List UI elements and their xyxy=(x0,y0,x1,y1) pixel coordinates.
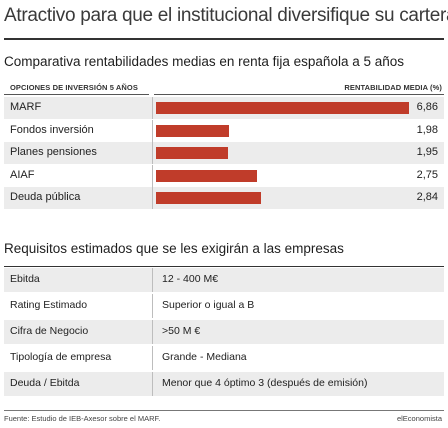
value-label: 2,84 xyxy=(416,191,438,203)
requirement-value: Grande - Mediana xyxy=(162,351,247,363)
chart-row: Fondos inversión 1,98 xyxy=(4,119,444,142)
row-divider xyxy=(152,294,153,318)
chart-row: Planes pensiones 1,95 xyxy=(4,142,444,164)
row-divider xyxy=(152,187,153,209)
value-header: RENTABILIDAD MEDIA (%) xyxy=(344,83,442,92)
value-label: 1,98 xyxy=(416,123,438,136)
requirement-row: Cifra de Negocio >50 M € xyxy=(4,320,444,344)
row-divider xyxy=(152,372,153,396)
requirements-title: Requisitos estimados que se les exigirán… xyxy=(4,241,344,256)
requirement-label: Ebitda xyxy=(10,273,40,285)
chart-row: Deuda pública 2,84 xyxy=(4,187,444,209)
page-title: Atractivo para que el institucional dive… xyxy=(4,5,448,26)
requirement-row: Tipología de empresa Grande - Mediana xyxy=(4,346,444,370)
requirement-value: >50 M € xyxy=(162,325,201,337)
requirement-value: Menor que 4 óptimo 3 (después de emisión… xyxy=(162,377,368,389)
category-label: Fondos inversión xyxy=(10,123,94,136)
category-header: OPCIONES DE INVERSIÓN 5 AÑOS xyxy=(10,83,138,92)
requirement-row: Ebitda 12 - 400 M€ xyxy=(4,268,444,292)
requirement-label: Cifra de Negocio xyxy=(10,325,89,337)
row-divider xyxy=(152,164,153,187)
requirement-label: Deuda / Ebitda xyxy=(10,377,80,389)
requirement-label: Rating Estimado xyxy=(10,299,88,311)
row-divider xyxy=(152,268,153,292)
requirement-row: Rating Estimado Superior o igual a B xyxy=(4,294,444,318)
footer-rule xyxy=(4,410,444,411)
bar xyxy=(156,102,409,114)
header-rule-right xyxy=(154,94,444,95)
row-divider xyxy=(152,142,153,164)
brand-label: elEconomista xyxy=(396,414,442,423)
requirement-row: Deuda / Ebitda Menor que 4 óptimo 3 (desp… xyxy=(4,372,444,396)
category-label: Planes pensiones xyxy=(10,146,97,158)
value-label: 6,86 xyxy=(416,101,438,113)
value-label: 2,75 xyxy=(416,168,438,181)
row-divider xyxy=(152,119,153,142)
category-label: MARF xyxy=(10,101,42,113)
title-rule xyxy=(4,38,444,40)
header-rule xyxy=(4,94,149,95)
bar xyxy=(156,147,228,159)
bar xyxy=(156,124,229,137)
chart-title: Comparativa rentabilidades medias en ren… xyxy=(4,54,404,69)
row-divider xyxy=(152,97,153,119)
requirement-value: 12 - 400 M€ xyxy=(162,273,219,285)
row-divider xyxy=(152,346,153,370)
category-label: AIAF xyxy=(10,168,35,181)
bar xyxy=(156,192,261,204)
chart-row: AIAF 2,75 xyxy=(4,164,444,187)
requirement-value: Superior o igual a B xyxy=(162,299,255,311)
chart-row: MARF 6,86 xyxy=(4,97,444,119)
bar xyxy=(156,169,258,182)
requirement-label: Tipología de empresa xyxy=(10,351,112,363)
requirements-rule xyxy=(4,266,444,267)
category-label: Deuda pública xyxy=(10,191,81,203)
value-label: 1,95 xyxy=(416,146,438,158)
row-divider xyxy=(152,320,153,344)
source-note: Fuente: Estudio de IEB-Axesor sobre el M… xyxy=(4,414,161,423)
